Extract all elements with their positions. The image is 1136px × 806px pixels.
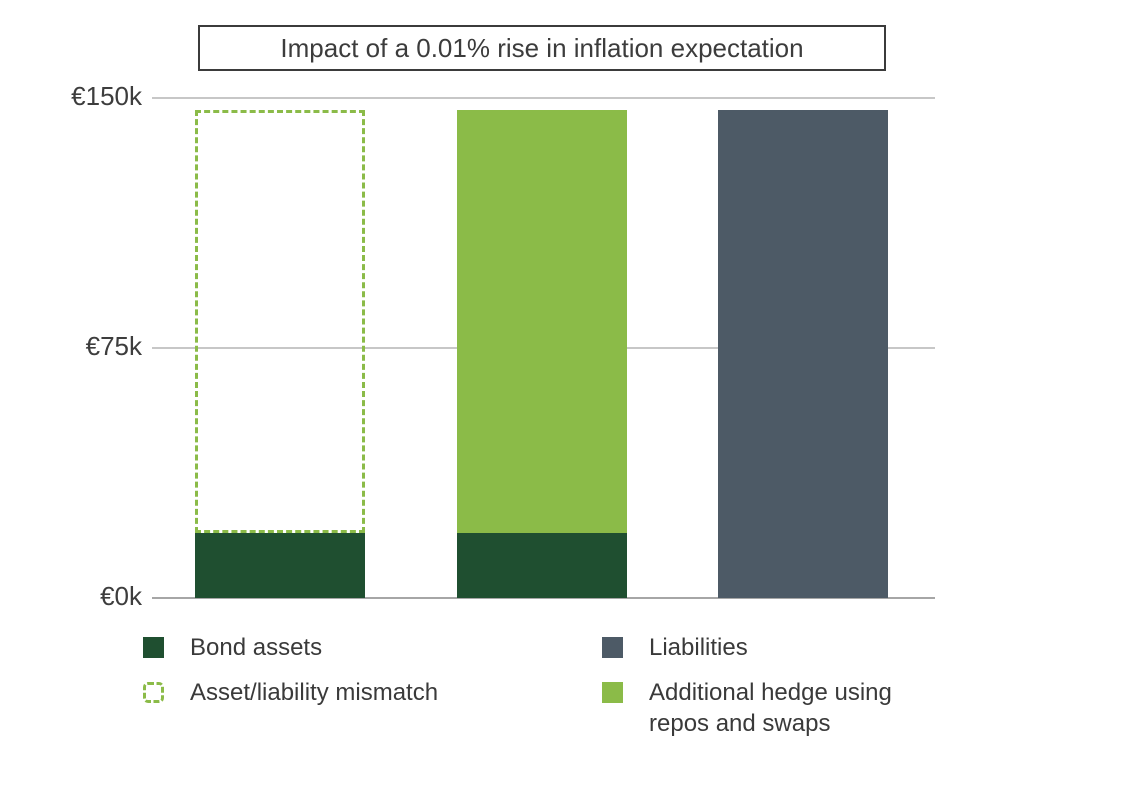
gridline-150k xyxy=(152,97,935,99)
y-axis-tick-150k: €150k xyxy=(71,81,142,111)
liabilities-swatch-icon xyxy=(602,637,623,658)
gridline-0k xyxy=(152,597,935,599)
legend-item-asset-liability-mismatch: Asset/liability mismatch xyxy=(143,677,602,739)
bar-segment-bond-assets xyxy=(195,533,365,598)
legend-item-label: Liabilities xyxy=(649,634,748,661)
chart-title: Impact of a 0.01% rise in inflation expe… xyxy=(198,25,886,71)
plot-area xyxy=(152,97,935,599)
bar-segment-liabilities xyxy=(718,110,888,598)
bar-bond-portfolio-with-mismatch xyxy=(195,98,365,598)
legend-item-bond-assets: Bond assets xyxy=(143,632,602,663)
chart-title-text: Impact of a 0.01% rise in inflation expe… xyxy=(280,32,804,63)
legend-item-additional-hedge: Additional hedge using repos and swaps xyxy=(602,677,943,739)
bar-bond-portfolio-with-additional-hedge xyxy=(457,98,627,598)
bar-segment-additional-hedge-using-repos-and-swaps xyxy=(457,110,627,533)
bar-liabilities xyxy=(718,98,888,598)
legend: Bond assets Liabilities Asset/liability … xyxy=(143,632,943,739)
legend-item-label: Additional hedge using repos and swaps xyxy=(649,679,892,737)
y-axis-tick-0k: €0k xyxy=(100,581,142,611)
legend-item-label: Bond assets xyxy=(190,634,323,661)
bond-assets-swatch-icon xyxy=(143,637,164,658)
mismatch-dashed-swatch-icon xyxy=(143,682,164,703)
legend-item-liabilities: Liabilities xyxy=(602,632,943,663)
bar-segment-asset-liability-mismatch xyxy=(195,110,365,533)
legend-item-label: Asset/liability mismatch xyxy=(190,679,439,706)
y-axis-tick-75k: €75k xyxy=(85,331,142,361)
bar-segment-bond-assets xyxy=(457,533,627,598)
additional-hedge-swatch-icon xyxy=(602,682,623,703)
